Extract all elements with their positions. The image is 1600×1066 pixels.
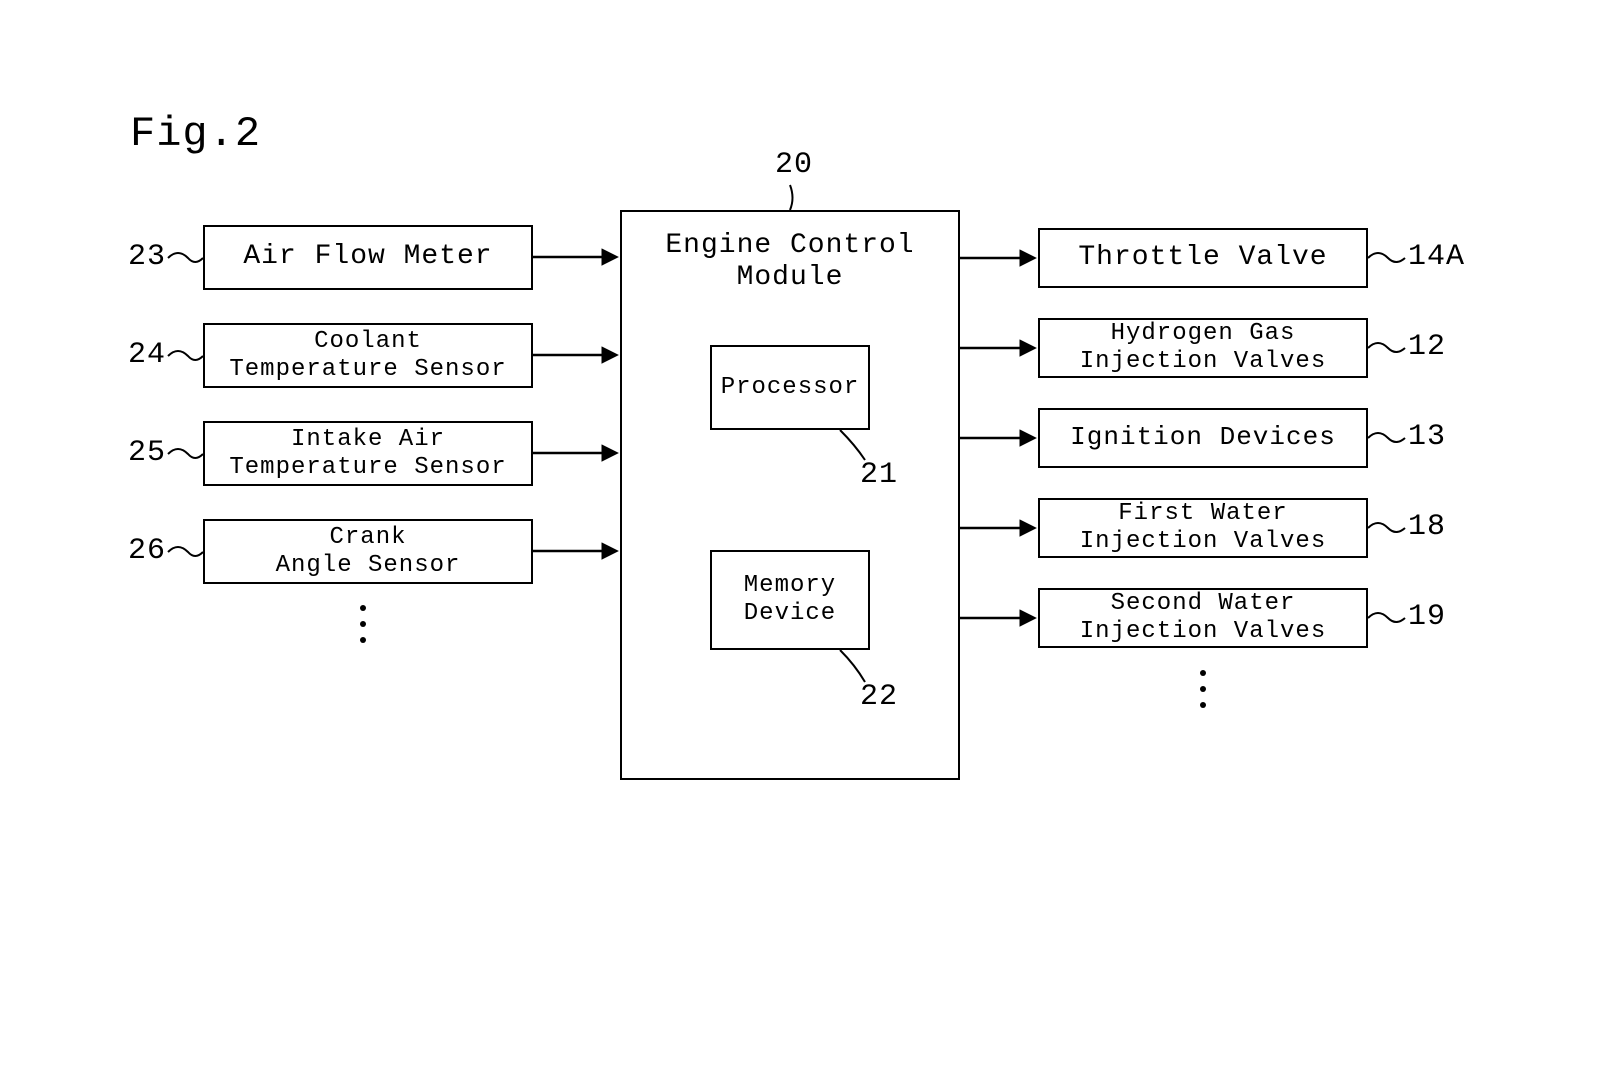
right-box-2: Ignition Devices: [1038, 408, 1368, 468]
ref-memory: 22: [860, 680, 898, 714]
ecm-box: Engine ControlModule: [620, 210, 960, 780]
right-label-2: Ignition Devices: [1070, 423, 1336, 453]
left-box-3: CrankAngle Sensor: [203, 519, 533, 584]
ref-left-0: 23: [128, 240, 166, 274]
left-label-0: Air Flow Meter: [243, 241, 492, 273]
ref-center: 20: [775, 148, 813, 182]
right-box-0: Throttle Valve: [1038, 228, 1368, 288]
ref-left-1: 24: [128, 338, 166, 372]
ref-processor: 21: [860, 458, 898, 492]
left-label-3: CrankAngle Sensor: [276, 524, 461, 579]
ref-right-2: 13: [1408, 420, 1446, 454]
left-box-0: Air Flow Meter: [203, 225, 533, 290]
dot-icon: [1200, 670, 1206, 676]
ref-left-3: 26: [128, 534, 166, 568]
dot-icon: [1200, 686, 1206, 692]
right-box-3: First WaterInjection Valves: [1038, 498, 1368, 558]
right-label-3: First WaterInjection Valves: [1080, 500, 1326, 555]
memory-box: MemoryDevice: [710, 550, 870, 650]
ref-right-0: 14A: [1408, 240, 1465, 274]
ref-right-3: 18: [1408, 510, 1446, 544]
ecm-label: Engine ControlModule: [665, 230, 914, 294]
left-box-2: Intake AirTemperature Sensor: [203, 421, 533, 486]
ref-left-2: 25: [128, 436, 166, 470]
dot-icon: [360, 621, 366, 627]
left-box-1: CoolantTemperature Sensor: [203, 323, 533, 388]
figure-title: Fig.2: [130, 110, 261, 158]
dot-icon: [360, 605, 366, 611]
right-box-4: Second WaterInjection Valves: [1038, 588, 1368, 648]
dot-icon: [360, 637, 366, 643]
left-label-1: CoolantTemperature Sensor: [229, 328, 506, 383]
right-label-0: Throttle Valve: [1078, 242, 1327, 274]
dot-icon: [1200, 702, 1206, 708]
processor-label: Processor: [721, 374, 860, 402]
right-label-4: Second WaterInjection Valves: [1080, 590, 1326, 645]
ellipsis-right: [1200, 670, 1206, 708]
ref-right-4: 19: [1408, 600, 1446, 634]
memory-label: MemoryDevice: [744, 572, 836, 627]
right-box-1: Hydrogen GasInjection Valves: [1038, 318, 1368, 378]
ref-right-1: 12: [1408, 330, 1446, 364]
right-label-1: Hydrogen GasInjection Valves: [1080, 320, 1326, 375]
left-label-2: Intake AirTemperature Sensor: [229, 426, 506, 481]
ellipsis-left: [360, 605, 366, 643]
processor-box: Processor: [710, 345, 870, 430]
